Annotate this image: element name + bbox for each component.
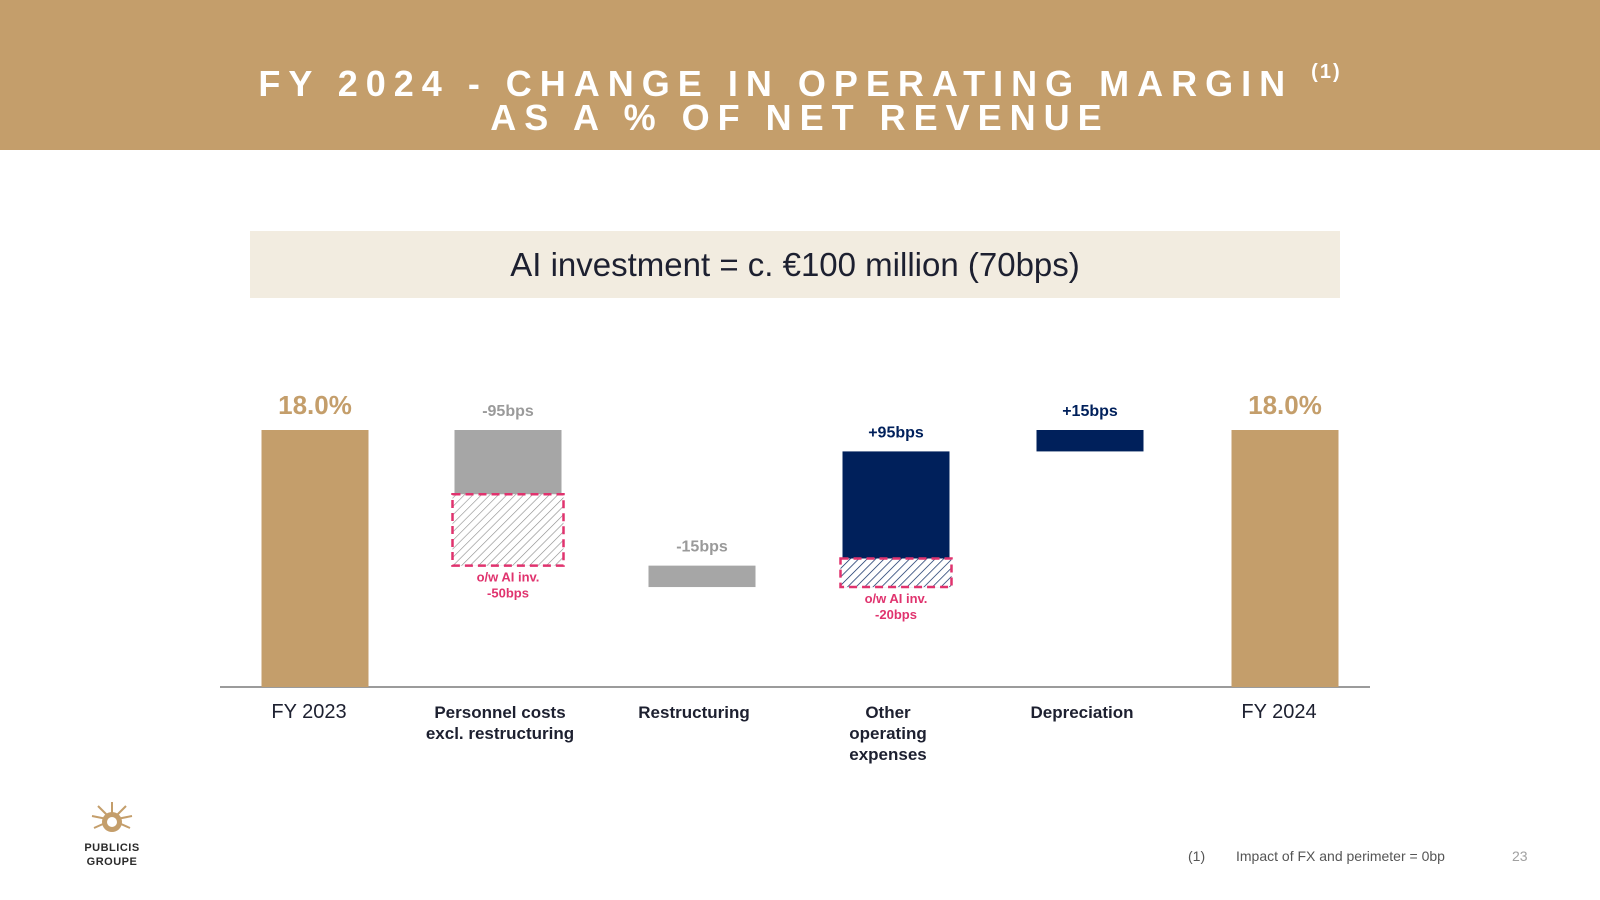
bar-total xyxy=(261,430,369,687)
data-label-total: 18.0% xyxy=(1248,390,1322,420)
category-label: FY 2024 xyxy=(1241,701,1316,723)
footnote-text: Impact of FX and perimeter = 0bp xyxy=(1236,848,1445,864)
slide-header: FY 2024 - CHANGE IN OPERATING MARGIN (1)… xyxy=(0,0,1600,150)
page-number: 23 xyxy=(1512,848,1528,864)
category-label: Other xyxy=(865,703,911,722)
ai-investment-label: o/w AI inv. xyxy=(477,570,540,585)
logo-text-line-2: GROUPE xyxy=(86,856,138,868)
category-label: expenses xyxy=(849,745,927,764)
logo-text-line-1: PUBLICIS xyxy=(84,842,140,854)
data-label-total: 18.0% xyxy=(278,390,352,420)
data-label-delta: -95bps xyxy=(482,403,534,420)
publicis-groupe-logo: PUBLICIS GROUPE xyxy=(72,800,152,870)
category-label: operating xyxy=(849,724,926,743)
lion-sun-icon xyxy=(91,802,133,832)
ai-investment-banner: AI investment = c. €100 million (70bps) xyxy=(250,231,1340,298)
category-label: FY 2023 xyxy=(271,701,346,723)
bar-total xyxy=(1231,430,1339,687)
category-label: Restructuring xyxy=(638,703,749,722)
category-label: excl. restructuring xyxy=(426,724,574,743)
category-label: Personnel costs xyxy=(434,703,565,722)
category-label: Depreciation xyxy=(1031,703,1134,722)
title-footnote-marker: (1) xyxy=(1311,61,1342,83)
data-label-delta: +95bps xyxy=(868,424,924,441)
bar-delta xyxy=(1036,430,1144,452)
data-label-delta: +15bps xyxy=(1062,403,1118,420)
data-label-delta: -15bps xyxy=(676,539,728,556)
ai-investment-value: -50bps xyxy=(487,586,529,601)
ai-investment-value: -20bps xyxy=(875,607,917,622)
ai-investment-label: o/w AI inv. xyxy=(865,591,928,606)
title-line-2: AS A % OF NET REVENUE xyxy=(490,97,1110,138)
footnote-marker: (1) xyxy=(1188,848,1206,864)
title-line-1: FY 2024 - CHANGE IN OPERATING MARGIN (1) xyxy=(258,61,1342,104)
bar-delta xyxy=(648,565,756,588)
ai-investment-subbar xyxy=(451,493,565,567)
ai-investment-subbar xyxy=(839,557,953,589)
